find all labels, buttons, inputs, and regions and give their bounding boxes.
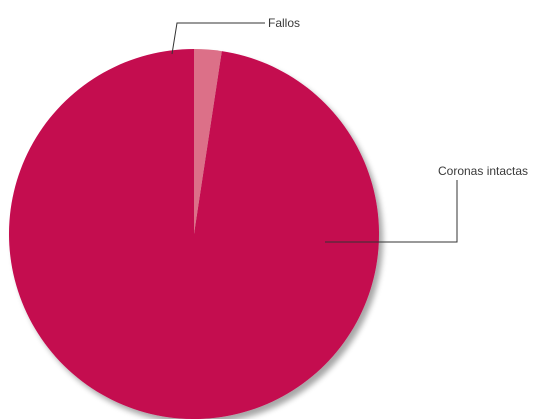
- slice-label-coronas-intactas: Coronas intactas: [438, 164, 528, 178]
- slice-label-fallos: Fallos: [268, 16, 300, 30]
- pie-slices: [9, 49, 380, 419]
- pie-slice-fallos: [194, 49, 222, 234]
- leader-line-fallos: [171, 22, 265, 55]
- leader-line-coronas-intactas: [325, 180, 458, 243]
- pie-labels: Fallos Coronas intactas: [171, 16, 528, 243]
